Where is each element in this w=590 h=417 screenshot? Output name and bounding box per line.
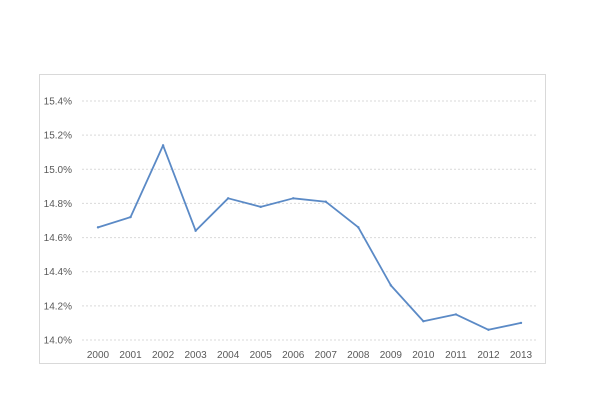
data-point: [194, 229, 197, 232]
series-group: [96, 144, 523, 331]
data-point: [389, 284, 393, 287]
x-tick-label: 2006: [282, 350, 305, 361]
x-tick-label: 2009: [380, 350, 403, 361]
x-tick-label: 2012: [477, 350, 500, 361]
y-axis-tick-labels: 14.0% 14.2% 14.4% 14.6% 14.8% 15.0% 15.2% 15.4%: [44, 97, 72, 347]
data-point: [324, 200, 327, 203]
x-tick-label: 2008: [347, 350, 370, 361]
x-tick-label: 2004: [217, 350, 240, 361]
x-tick-label: 2011: [445, 350, 467, 361]
data-point: [422, 320, 425, 323]
x-tick-label: 2013: [510, 350, 533, 361]
y-tick-label: 15.4%: [44, 97, 72, 108]
x-tick-label: 2005: [250, 350, 273, 361]
x-tick-label: 2010: [412, 350, 435, 361]
data-point: [161, 144, 165, 147]
data-point: [454, 313, 458, 316]
y-tick-label: 14.4%: [44, 267, 72, 278]
data-point: [96, 226, 100, 229]
y-tick-label: 14.6%: [44, 233, 72, 244]
gridlines: [82, 100, 538, 341]
y-tick-label: 14.0%: [44, 336, 72, 347]
data-point: [259, 205, 262, 209]
data-point: [292, 197, 295, 200]
y-tick-label: 14.2%: [44, 301, 72, 312]
y-tick-label: 14.8%: [44, 199, 72, 210]
data-point: [519, 321, 523, 325]
y-tick-label: 15.0%: [44, 165, 72, 176]
series-line: [97, 144, 522, 331]
x-tick-label: 2003: [184, 350, 207, 361]
x-tick-label: 2000: [87, 350, 110, 361]
data-point: [226, 197, 230, 200]
y-tick-label: 15.2%: [44, 131, 72, 142]
x-tick-label: 2007: [315, 350, 338, 361]
data-point: [487, 328, 490, 331]
x-tick-label: 2001: [119, 350, 142, 361]
data-point: [129, 215, 132, 219]
x-axis-tick-labels: 2000 2001 2002 2003 2004 2005 2006 2007 2008 2009…: [87, 350, 533, 361]
data-point: [357, 226, 360, 229]
x-tick-label: 2002: [152, 350, 175, 361]
